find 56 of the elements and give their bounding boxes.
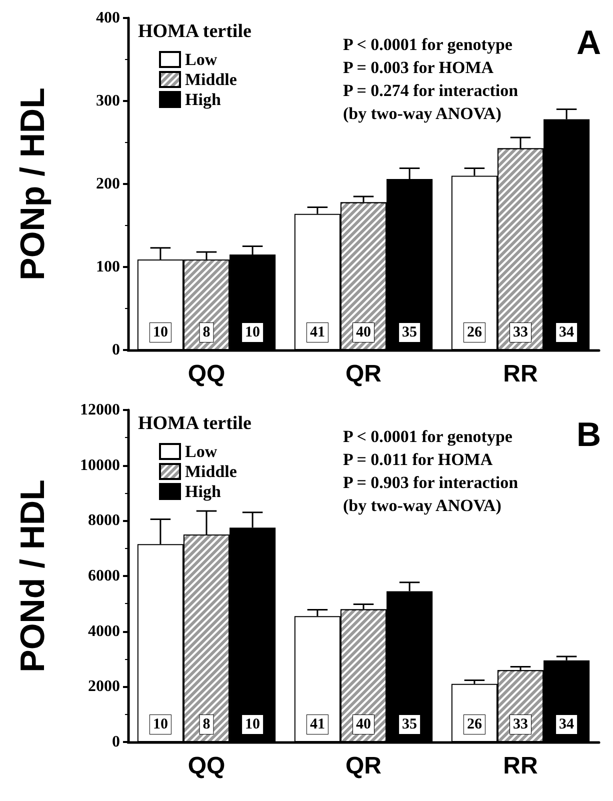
y-axis-title: PONd / HDL xyxy=(14,480,52,672)
legend-label: Low xyxy=(185,50,218,69)
annotation: P = 0.011 for HOMA xyxy=(343,450,494,469)
legend-label: Low xyxy=(185,442,218,461)
x-tick-label: QQ xyxy=(188,752,226,780)
annotation: P < 0.0001 for genotype xyxy=(343,427,513,446)
y-tick-label: 200 xyxy=(96,176,120,192)
x-tick-label: QR xyxy=(346,360,382,388)
y-tick-label: 10000 xyxy=(80,456,120,474)
annotation: 41 xyxy=(310,324,325,340)
annotation: 33 xyxy=(513,716,528,732)
annotation: 40 xyxy=(356,324,371,340)
y-tick-label: 6000 xyxy=(88,568,120,584)
annotation: 33 xyxy=(513,324,528,340)
annotation: 35 xyxy=(402,324,418,340)
y-axis-title: PONp / HDL xyxy=(14,88,52,280)
y-tick-label: 2000 xyxy=(88,678,120,696)
y-tick-label: 400 xyxy=(96,10,120,26)
annotation: P = 0.274 for interaction xyxy=(343,81,519,100)
annotation: B xyxy=(576,416,602,454)
y-tick-label: 100 xyxy=(96,258,120,276)
annotation: (by two-way ANOVA) xyxy=(343,496,502,515)
annotation: 8 xyxy=(202,716,210,732)
annotation: 10 xyxy=(245,324,260,340)
y-tick-label: 12000 xyxy=(80,402,120,418)
annotation: 26 xyxy=(466,324,482,340)
legend-label: Middle xyxy=(185,462,238,481)
annotation: 10 xyxy=(152,324,168,340)
legend-title: HOMA tertile xyxy=(138,413,252,434)
annotation: P = 0.903 for interaction xyxy=(343,473,519,492)
y-tick-label: 300 xyxy=(96,92,120,110)
annotation: 35 xyxy=(402,716,418,732)
annotation: A xyxy=(576,24,602,62)
annotation: 34 xyxy=(559,716,575,732)
annotation: 10 xyxy=(245,716,260,732)
x-tick-label: QR xyxy=(346,752,382,780)
x-tick-label: RR xyxy=(503,752,538,780)
annotation: 26 xyxy=(466,716,482,732)
annotation: P = 0.003 for HOMA xyxy=(343,58,494,77)
y-tick-label: 0 xyxy=(112,734,120,750)
annotation: 8 xyxy=(202,324,210,340)
legend-label: High xyxy=(185,482,222,501)
annotation: (by two-way ANOVA) xyxy=(343,104,502,123)
legend-label: High xyxy=(185,90,222,109)
y-tick-label: 8000 xyxy=(88,512,120,530)
annotation: 41 xyxy=(310,716,325,732)
annotation: 34 xyxy=(559,324,575,340)
y-tick-label: 4000 xyxy=(88,622,120,640)
x-tick-label: RR xyxy=(503,360,538,388)
legend-title: HOMA tertile xyxy=(138,21,252,42)
annotation: P < 0.0001 for genotype xyxy=(343,35,513,54)
annotation: 40 xyxy=(356,716,371,732)
x-tick-label: QQ xyxy=(188,360,226,388)
y-tick-label: 0 xyxy=(112,342,120,358)
legend-label: Middle xyxy=(185,70,238,89)
annotation: 10 xyxy=(152,716,168,732)
